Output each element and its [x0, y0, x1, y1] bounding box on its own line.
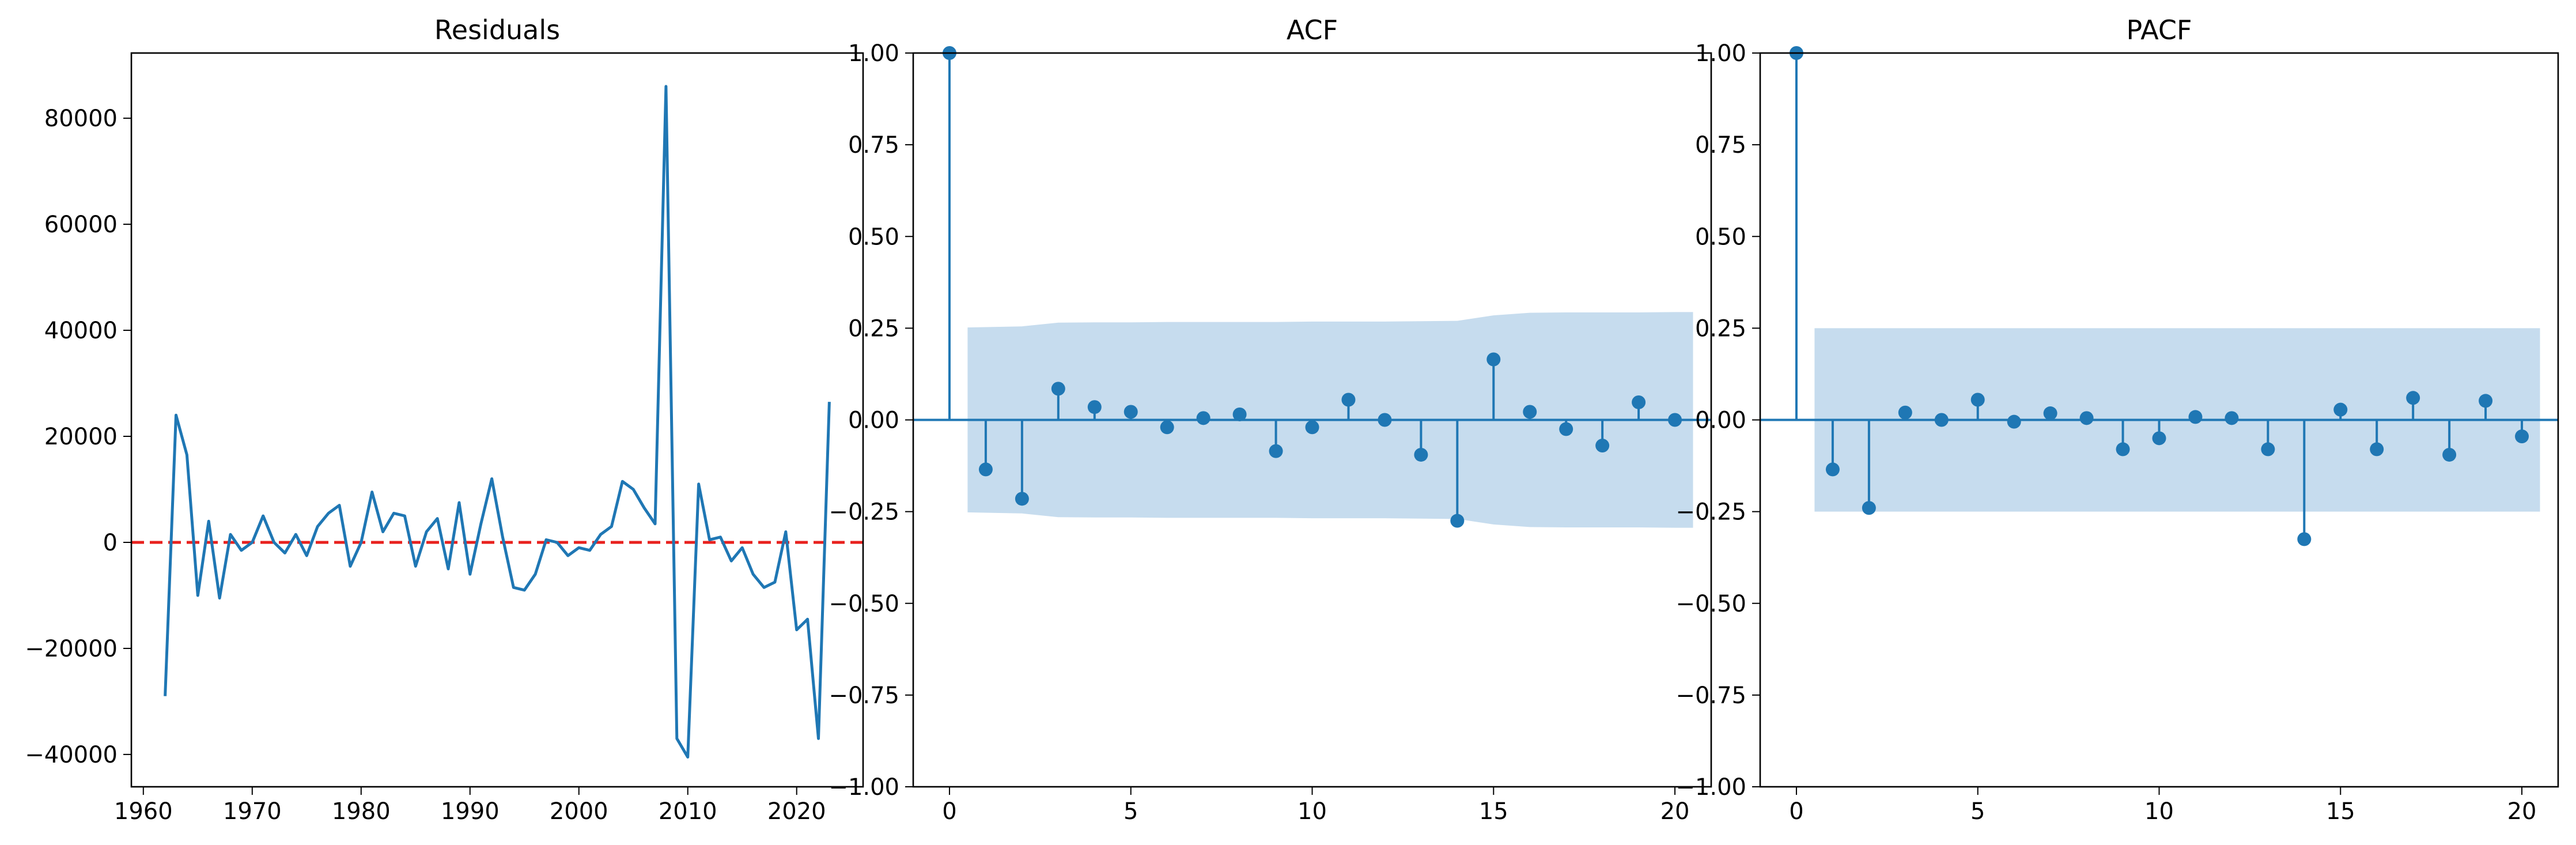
- acf-marker: [1668, 413, 1682, 427]
- pacf-plot-frame: [1759, 52, 2559, 788]
- acf-marker: [1196, 411, 1211, 425]
- pacf-x-tick-label: 0: [1789, 798, 1803, 825]
- residuals-x-tick-label: 1960: [114, 798, 173, 825]
- residuals-x-tick-label: 1980: [332, 798, 391, 825]
- pacf-y-tick-label: 0.25: [1695, 315, 1746, 342]
- acf-y-tick-label: 0.75: [848, 132, 899, 159]
- acf-marker: [1232, 407, 1247, 421]
- residuals-y-tick-label: 40000: [44, 318, 118, 344]
- acf-marker: [1124, 405, 1138, 419]
- pacf-marker: [1825, 462, 1840, 477]
- pacf-marker: [1934, 413, 1949, 427]
- acf-y-tick-label: 0.00: [848, 408, 899, 434]
- pacf-marker: [2515, 429, 2529, 444]
- pacf-marker: [2261, 442, 2275, 457]
- pacf-marker: [2007, 414, 2021, 429]
- pacf-y-tick-label: −1.00: [1675, 774, 1746, 801]
- pacf-marker: [2297, 532, 2312, 546]
- residuals-y-tick-label: 0: [103, 530, 118, 556]
- residuals-title: Residuals: [434, 14, 560, 46]
- pacf-y-tick-label: 0.00: [1695, 408, 1746, 434]
- acf-x-tick-label: 5: [1124, 798, 1138, 825]
- acf-marker: [1595, 439, 1610, 453]
- acf-plot-frame: [912, 52, 1712, 788]
- acf-marker: [1632, 395, 1646, 409]
- acf-marker: [1269, 444, 1283, 458]
- pacf-y-tick-label: −0.25: [1675, 499, 1746, 526]
- acf-y-tick-label: −0.50: [829, 591, 899, 617]
- pacf-marker: [2479, 394, 2493, 408]
- acf-marker: [1087, 400, 1102, 414]
- pacf-marker: [2406, 391, 2420, 405]
- pacf-marker: [1862, 501, 1876, 515]
- acf-y-tick-label: 1.00: [848, 40, 899, 67]
- pacf-x-tick-label: 20: [2507, 798, 2537, 825]
- pacf-panel: PACF 0 5 10 15 20 −1.00 −0.75 −0.50 −0.25 0.00 0.25…: [1675, 14, 2559, 825]
- pacf-x-tick-label: 5: [1970, 798, 1985, 825]
- pacf-x-tick-label: 15: [2326, 798, 2355, 825]
- pacf-y-tick-label: 0.75: [1695, 132, 1746, 159]
- residuals-panel: Residuals 1960 1970 1980 1990 2000 2010 2020 −40…: [25, 14, 864, 825]
- pacf-marker: [2188, 410, 2203, 424]
- acf-y-tick-label: −0.75: [829, 682, 899, 709]
- acf-x-tick-label: 15: [1479, 798, 1508, 825]
- residuals-y-tick-label: −40000: [25, 742, 118, 768]
- pacf-marker: [1898, 405, 1912, 420]
- acf-marker: [1450, 514, 1465, 528]
- acf-marker: [1341, 393, 1356, 407]
- residuals-series-line: [164, 85, 831, 759]
- acf-x-tick-label: 20: [1660, 798, 1690, 825]
- acf-marker: [1486, 352, 1501, 367]
- acf-marker: [1015, 492, 1029, 506]
- residuals-x-tick-label: 2010: [659, 798, 717, 825]
- pacf-title: PACF: [2126, 14, 2192, 46]
- acf-y-tick-label: 0.50: [848, 224, 899, 250]
- acf-panel: ACF 0 5 10 15 20 −1.00 −0.75 −0.50 −0.25 0.00 0.25 0…: [829, 14, 1712, 825]
- pacf-y-tick-label: 0.50: [1695, 224, 1746, 250]
- acf-marker: [1305, 420, 1319, 435]
- acf-y-tick-label: −0.25: [829, 499, 899, 526]
- pacf-x-tick-label: 10: [2144, 798, 2174, 825]
- pacf-y-tick-label: −0.75: [1675, 682, 1746, 709]
- pacf-y-tick-label: 1.00: [1695, 40, 1746, 67]
- acf-x-tick-label: 0: [942, 798, 956, 825]
- residuals-plot-frame: [130, 52, 864, 788]
- residuals-x-tick-label: 2020: [767, 798, 826, 825]
- acf-y-tick-label: 0.25: [848, 315, 899, 342]
- acf-marker: [1051, 382, 1065, 396]
- residuals-x-tick-label: 1990: [441, 798, 500, 825]
- acf-title: ACF: [1287, 14, 1338, 46]
- acf-marker: [1414, 447, 1428, 462]
- pacf-marker: [2370, 442, 2384, 457]
- residuals-y-tick-label: 80000: [44, 105, 118, 132]
- pacf-marker: [2333, 402, 2348, 417]
- residuals-x-tick-label: 2000: [550, 798, 608, 825]
- acf-marker: [1160, 420, 1174, 435]
- pacf-y-tick-label: −0.50: [1675, 591, 1746, 617]
- acf-marker: [1523, 405, 1537, 419]
- residuals-y-tick-label: 60000: [44, 212, 118, 238]
- acf-marker: [978, 462, 993, 477]
- acf-marker: [1559, 422, 1573, 436]
- pacf-marker: [2079, 411, 2094, 425]
- residuals-y-tick-label: 20000: [44, 424, 118, 450]
- pacf-marker: [2152, 431, 2166, 446]
- pacf-marker: [2225, 411, 2239, 425]
- acf-x-tick-label: 10: [1298, 798, 1327, 825]
- pacf-marker: [2442, 447, 2457, 462]
- pacf-marker: [2043, 406, 2057, 421]
- acf-y-tick-label: −1.00: [829, 774, 899, 801]
- residuals-x-tick-label: 1970: [223, 798, 282, 825]
- residuals-y-tick-label: −20000: [25, 636, 118, 662]
- acf-marker: [1378, 413, 1392, 427]
- pacf-marker: [2116, 442, 2130, 457]
- pacf-marker: [1970, 393, 1985, 407]
